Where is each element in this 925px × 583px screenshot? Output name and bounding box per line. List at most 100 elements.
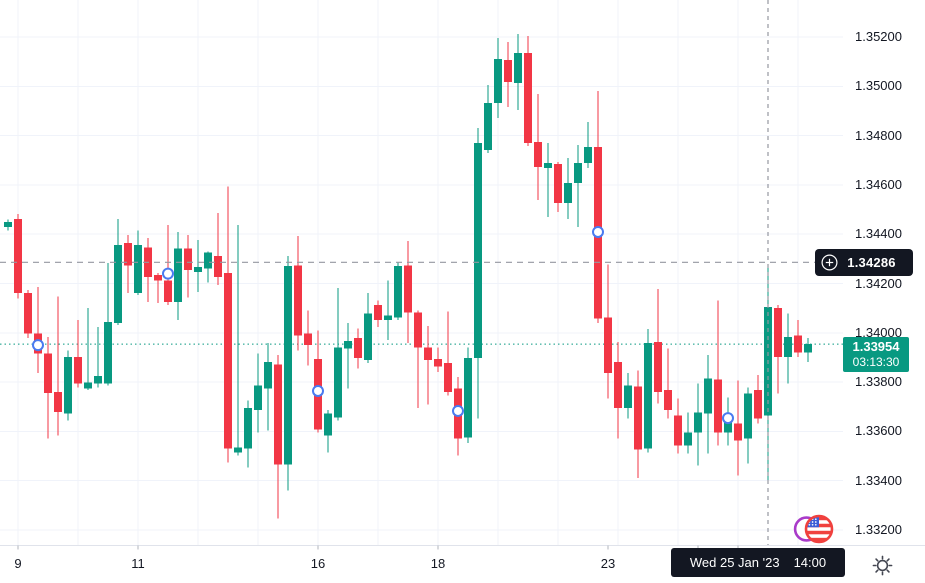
us-flag-icon [804,514,834,544]
candle [254,353,262,433]
candle [584,122,592,169]
candle [434,347,442,373]
candle [64,350,72,421]
candle [214,213,222,286]
candle [54,296,62,436]
candle [34,287,42,374]
price-axis-label: 1.34400 [855,226,902,242]
candle [364,293,372,364]
crosshair-layer [0,0,843,546]
trade-marker[interactable] [592,225,604,238]
candle [344,323,352,389]
candle [204,251,212,283]
candle [684,412,692,454]
crosshair-time: 14:00 [793,555,827,570]
candle [164,225,172,306]
markers-layer [32,225,734,425]
candle [144,238,152,303]
candle [694,383,702,466]
candle [404,241,412,344]
price-axis-label: 1.33400 [855,472,902,488]
crosshair-date: Wed 25 Jan '23 [689,555,780,570]
candle [184,235,192,298]
current-price-value: 1.33954 [852,339,900,354]
price-axis-label: 1.33600 [855,423,902,439]
candle [104,263,112,386]
candle [44,337,52,439]
candle [524,36,532,147]
candle [74,320,82,388]
candle [124,235,132,294]
time-axis-label: 23 [600,556,616,571]
crosshair-price-label: 1.34286 [815,249,913,276]
price-axis-label: 1.34200 [855,275,902,291]
candle [754,375,762,424]
candle [474,127,482,419]
candle [714,300,722,446]
candle [784,313,792,384]
time-axis-label: 18 [430,556,446,571]
price-axis-label: 1.34000 [855,324,902,340]
trade-marker[interactable] [162,267,174,280]
candle [314,330,322,433]
candle [804,338,812,363]
candle [594,90,602,324]
price-axis-label: 1.35000 [855,78,902,94]
candle [514,34,522,110]
bar-countdown: 03:13:30 [852,355,900,369]
trade-marker[interactable] [722,412,734,425]
axis-ticks [0,545,925,550]
time-axis-label: 9 [14,556,22,571]
candle [4,219,12,231]
candle [564,158,572,220]
candle [94,327,102,388]
price-axis-label: 1.33200 [855,522,902,537]
crosshair-price-value: 1.34286 [847,255,896,270]
price-axis-label: 1.33800 [855,374,902,390]
candle [354,328,362,369]
trade-marker[interactable] [32,339,44,352]
candle [14,214,22,299]
candle [244,400,252,468]
trade-marker[interactable] [452,404,464,417]
candle [624,373,632,419]
candle [674,398,682,454]
candle [234,225,242,456]
candle [334,288,342,421]
candle [374,300,382,328]
trade-marker[interactable] [312,384,324,397]
candle [84,308,92,391]
time-axis-label: 11 [131,556,145,571]
candle [644,329,652,453]
candle [534,93,542,201]
candle [284,256,292,491]
candle [794,320,802,358]
settings-gear-icon[interactable] [872,555,893,576]
add-alert-plus-icon[interactable] [821,254,838,271]
candle [704,355,712,454]
candle [114,219,122,326]
crosshair-time-label: Wed 25 Jan '23 14:00 [671,548,845,577]
candle [24,290,32,339]
candle [544,142,552,218]
candle [574,145,582,228]
candle [444,311,452,396]
candle [614,342,622,439]
candle [274,355,282,519]
candle [494,37,502,119]
price-axis-label: 1.34800 [855,127,902,143]
candle [264,343,272,431]
price-axis-label: 1.35200 [855,29,902,44]
candle [734,380,742,476]
current-price-badge: 1.33954 03:13:30 [843,337,909,372]
candles-layer [4,34,812,519]
candle [194,240,202,293]
candle [174,232,182,321]
candle [394,262,402,321]
candle [484,85,492,154]
candle [744,387,752,464]
candle [414,310,422,409]
currency-pair-logo [793,514,834,544]
